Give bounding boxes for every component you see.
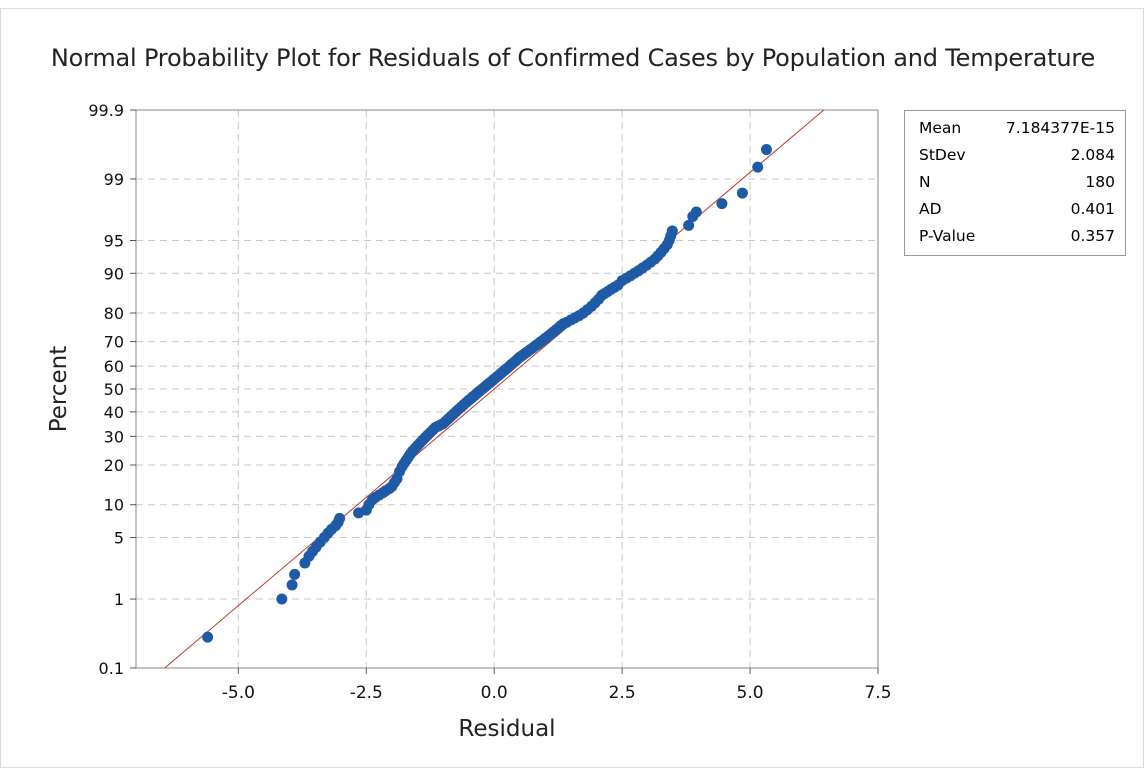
stat-value: 0.401 [1070, 200, 1115, 218]
data-point [683, 219, 695, 231]
data-point [752, 161, 764, 173]
y-tick-label: 30 [104, 427, 124, 446]
data-point [690, 206, 702, 218]
axes: -5.0 -2.5 0.0 2.5 5.0 7.5 0.1 1 5 10 20 30 40 50 60 70 8… [88, 101, 891, 703]
stat-label: N [919, 173, 931, 191]
x-tick-label: 2.5 [609, 683, 636, 703]
data-point [666, 225, 678, 237]
y-tick-label: 99.9 [88, 101, 124, 120]
stat-value: 0.357 [1070, 227, 1115, 245]
stat-row-n: N 180 [919, 171, 1115, 198]
stat-label: StDev [919, 146, 966, 164]
y-tick-label: 90 [104, 264, 124, 283]
y-tick-label: 10 [104, 496, 124, 515]
fit-line [164, 109, 825, 669]
stat-label: AD [919, 200, 942, 218]
y-tick-label: 50 [104, 380, 124, 399]
y-tick-label: 80 [104, 304, 124, 323]
y-axis-label: Percent [46, 346, 72, 433]
data-point [289, 568, 301, 580]
stat-value: 2.084 [1070, 146, 1115, 164]
data-point [334, 512, 346, 524]
data-points [202, 144, 772, 643]
y-tick-label: 20 [104, 456, 124, 475]
y-tick-label: 60 [104, 357, 124, 376]
stat-row-ad: AD 0.401 [919, 198, 1115, 225]
data-point [286, 579, 298, 591]
data-point [760, 144, 772, 156]
y-tick-label: 5 [114, 529, 124, 548]
stat-row-stdev: StDev 2.084 [919, 144, 1115, 171]
x-tick-label: 0.0 [481, 683, 508, 703]
y-tick-label: 40 [104, 403, 124, 422]
data-point [736, 187, 748, 199]
y-tick-label: 70 [104, 333, 124, 352]
statistics-table: Mean 7.184377E-15 StDev 2.084 N 180 AD 0… [904, 110, 1126, 256]
x-tick-label: -2.5 [350, 683, 383, 703]
data-point [276, 593, 288, 605]
data-point [202, 631, 214, 643]
stat-label: P-Value [919, 227, 976, 245]
stat-label: Mean [919, 119, 962, 137]
y-tick-label: 99 [104, 170, 124, 189]
y-tick-label: 1 [114, 590, 124, 609]
y-tick-label: 0.1 [99, 659, 124, 678]
stat-value: 7.184377E-15 [1005, 119, 1115, 137]
x-tick-label: 5.0 [737, 683, 764, 703]
stat-value: 180 [1085, 173, 1115, 191]
x-tick-label: 7.5 [864, 683, 891, 703]
chart-title: Normal Probability Plot for Residuals of… [50, 44, 1096, 72]
stat-row-p-value: P-Value 0.357 [919, 225, 1115, 252]
grid-lines [136, 110, 878, 668]
x-axis-label: Residual [458, 716, 555, 742]
data-point [716, 198, 728, 210]
y-tick-label: 95 [104, 231, 124, 250]
x-tick-label: -5.0 [222, 683, 255, 703]
stat-row-mean: Mean 7.184377E-15 [919, 117, 1115, 144]
